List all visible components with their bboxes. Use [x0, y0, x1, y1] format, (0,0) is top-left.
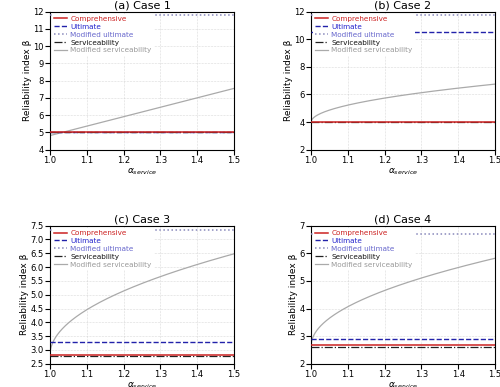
Title: (a) Case 1: (a) Case 1	[114, 1, 170, 11]
Y-axis label: Reliability index β: Reliability index β	[23, 40, 32, 122]
Y-axis label: Reliability index β: Reliability index β	[20, 254, 29, 336]
Legend: Comprehensive, Ultimate, Modified ultimate, Serviceability, Modified serviceabil: Comprehensive, Ultimate, Modified ultima…	[52, 14, 154, 56]
Legend: Comprehensive, Ultimate, Modified ultimate, Serviceability, Modified serviceabil: Comprehensive, Ultimate, Modified ultima…	[52, 228, 154, 270]
Legend: Comprehensive, Ultimate, Modified ultimate, Serviceability, Modified serviceabil: Comprehensive, Ultimate, Modified ultima…	[314, 14, 415, 56]
X-axis label: $\alpha_{service}$: $\alpha_{service}$	[388, 380, 418, 387]
Title: (c) Case 3: (c) Case 3	[114, 215, 170, 225]
Title: (d) Case 4: (d) Case 4	[374, 215, 432, 225]
X-axis label: $\alpha_{service}$: $\alpha_{service}$	[127, 166, 157, 177]
X-axis label: $\alpha_{service}$: $\alpha_{service}$	[388, 166, 418, 177]
Title: (b) Case 2: (b) Case 2	[374, 1, 432, 11]
Y-axis label: Reliability index β: Reliability index β	[284, 40, 293, 122]
X-axis label: $\alpha_{service}$: $\alpha_{service}$	[127, 380, 157, 387]
Legend: Comprehensive, Ultimate, Modified ultimate, Serviceability, Modified serviceabil: Comprehensive, Ultimate, Modified ultima…	[314, 228, 415, 270]
Y-axis label: Reliability index β: Reliability index β	[289, 254, 298, 336]
